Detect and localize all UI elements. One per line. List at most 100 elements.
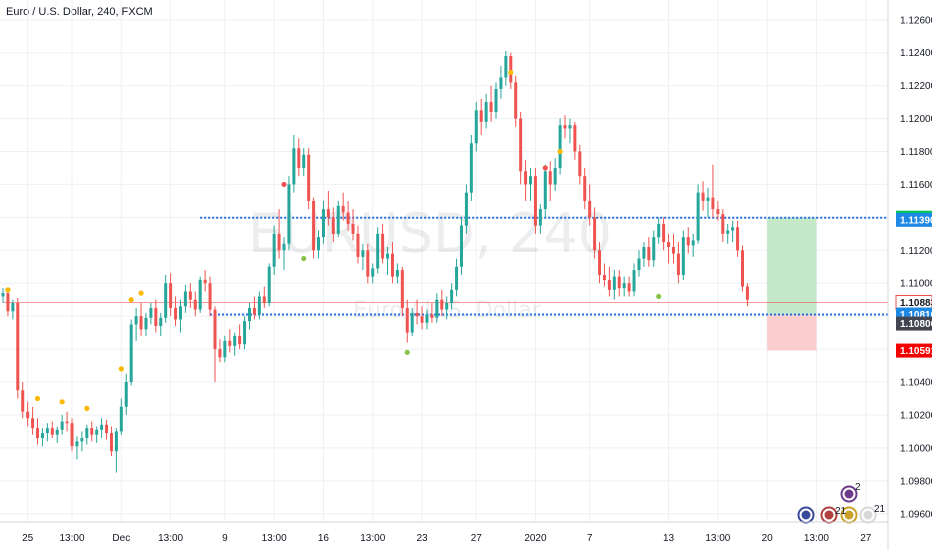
candle-131 [647, 237, 651, 267]
candle-body [548, 171, 552, 185]
candle-body [662, 223, 666, 243]
candle-body [622, 283, 626, 289]
event-icon-0[interactable] [797, 506, 815, 524]
candle-107 [529, 167, 533, 201]
price-tick-label: 1.09800 [900, 476, 932, 487]
price-tick-label: 1.12200 [900, 81, 932, 92]
candle-49 [243, 316, 247, 350]
candle-139 [686, 227, 690, 254]
candle-88 [435, 293, 439, 323]
candle-body [114, 431, 118, 452]
candle-39 [193, 291, 197, 317]
candle-106 [524, 159, 528, 201]
candle-89 [440, 289, 444, 317]
time-axis: 25 13:00 Dec 13:00 9 13:00 16 13:00 23 27 2020 7 13 1… [22, 533, 872, 544]
candle-body [356, 233, 360, 257]
candle-111 [548, 161, 552, 201]
candle-body [297, 148, 301, 168]
candle-body [676, 253, 680, 275]
time-tick-label: Dec [112, 533, 130, 544]
candle-body [726, 230, 730, 234]
candle-body [169, 283, 173, 308]
candle-53 [262, 286, 266, 308]
candle-body [415, 312, 419, 317]
candle-21 [105, 419, 109, 440]
candle-body [45, 428, 49, 434]
candles [1, 51, 749, 473]
candle-147 [726, 223, 730, 244]
candle-136 [671, 233, 675, 264]
candle-body [292, 148, 296, 185]
candle-100 [494, 82, 498, 119]
candle-body [331, 217, 335, 234]
candle-body [282, 243, 286, 251]
candle-108 [533, 167, 537, 234]
candle-body [287, 184, 291, 244]
candle-17 [85, 424, 89, 445]
candle-body [741, 250, 744, 287]
candle-130 [642, 242, 646, 267]
time-tick-label: 7 [587, 533, 593, 544]
candle-body [36, 428, 40, 439]
candle-body [701, 192, 705, 201]
candle-109 [538, 204, 542, 234]
candle-body [647, 247, 651, 261]
candle-91 [450, 283, 454, 310]
candle-body [119, 406, 123, 432]
candle-body [711, 197, 715, 210]
watermark: EURUSD, 240 Euro / U.S. Dollar [248, 202, 612, 323]
time-tick-label: 13:00 [705, 533, 730, 544]
candle-30 [149, 302, 153, 325]
candle-body [578, 151, 582, 177]
candle-115 [568, 118, 572, 144]
candle-90 [445, 296, 449, 320]
candle-16 [80, 431, 84, 452]
candle-85 [420, 306, 424, 330]
candle-body [667, 242, 671, 248]
price-tick-label: 1.10400 [900, 378, 932, 389]
candle-body [529, 176, 533, 185]
candle-body [390, 253, 394, 277]
candle-42 [208, 276, 212, 317]
signal-marker-8 [301, 255, 307, 262]
candle-body [721, 214, 725, 234]
candle-118 [583, 167, 587, 210]
event-icon-4[interactable] [840, 485, 858, 503]
candle-27 [134, 307, 138, 341]
event-count-label: 2 [855, 482, 861, 493]
candle-116 [573, 121, 577, 160]
candle-67 [331, 207, 335, 243]
candle-body [26, 411, 30, 419]
candle-31 [154, 299, 158, 333]
candle-41 [203, 270, 207, 292]
candle-36 [178, 299, 182, 333]
candle-body [706, 197, 710, 201]
candle-body [607, 279, 611, 290]
candle-body [31, 418, 35, 429]
candle-52 [257, 291, 261, 320]
candle-25 [124, 373, 128, 415]
candle-body [109, 433, 113, 452]
candle-body [312, 200, 316, 251]
candle-46 [228, 329, 232, 353]
candle-128 [632, 263, 636, 297]
candle-body [435, 299, 439, 318]
candle-body [386, 253, 390, 259]
candle-body [6, 293, 10, 312]
candle-35 [174, 296, 178, 327]
candle-body [105, 424, 109, 434]
time-tick-label: 13:00 [60, 533, 85, 544]
candle-body [731, 227, 735, 231]
candle-3 [16, 298, 20, 399]
signal-marker-11 [557, 148, 563, 155]
price-tag-label: 1.10883 [900, 298, 932, 309]
candle-body [55, 429, 59, 435]
candle-140 [691, 233, 695, 257]
event-count-label: 21 [835, 506, 847, 517]
candle-body [75, 441, 79, 447]
candle-2 [11, 299, 15, 320]
event-flag-core [824, 510, 834, 520]
candle-138 [681, 230, 685, 280]
candle-body [159, 317, 163, 327]
